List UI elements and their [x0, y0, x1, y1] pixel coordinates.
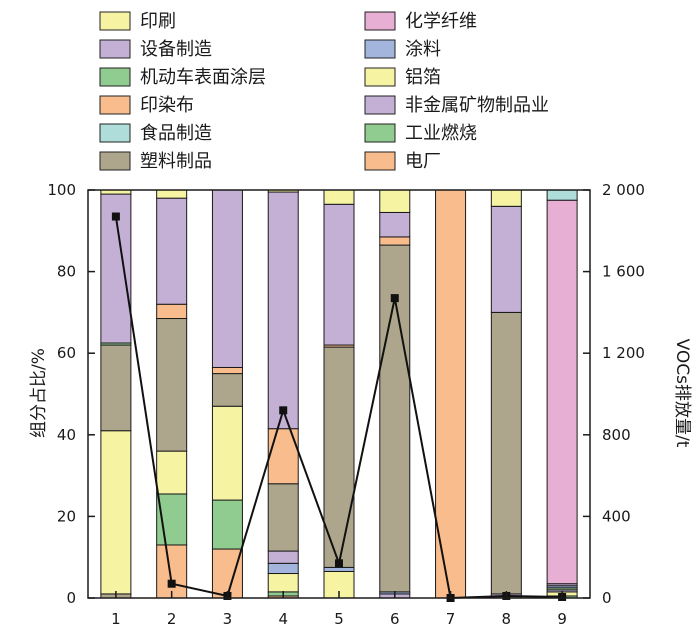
- legend-swatch: [99, 39, 131, 59]
- legend-label: 食品制造: [140, 123, 212, 144]
- legend-label: 设备制造: [140, 39, 212, 60]
- bar-segment: [323, 566, 355, 572]
- bar-segment: [156, 189, 188, 199]
- x-tick-label: 6: [390, 610, 400, 628]
- bars: [100, 189, 578, 599]
- x-tick-label: 5: [334, 610, 344, 628]
- y-tick-label: 60: [57, 344, 76, 362]
- bar-segment: [546, 189, 578, 201]
- legend-label: 非金属矿物制品业: [405, 95, 549, 116]
- bar-segment: [267, 550, 299, 564]
- y2-tick-label: 2 000: [602, 181, 645, 199]
- legend-swatch: [364, 39, 396, 59]
- legend-swatch: [364, 11, 396, 31]
- bar-segment: [156, 303, 188, 320]
- bar-segment: [490, 205, 522, 313]
- legend-label: 机动车表面涂层: [140, 67, 266, 88]
- bar-segment: [323, 346, 355, 568]
- bar-segment: [211, 405, 243, 501]
- x-tick-label: 2: [167, 610, 177, 628]
- legend-label: 印染布: [140, 95, 194, 116]
- bar-segment: [211, 548, 243, 599]
- bar-segment: [379, 211, 411, 238]
- y2-tick-label: 400: [602, 507, 631, 525]
- y-tick-label: 0: [66, 589, 76, 607]
- legend-label: 涂料: [405, 39, 441, 60]
- x-tick-label: 8: [502, 610, 512, 628]
- legend-label: 塑料制品: [140, 151, 212, 172]
- x-tick-label: 1: [111, 610, 121, 628]
- bar-segment: [156, 450, 188, 495]
- bar-segment: [323, 203, 355, 346]
- legend-label: 电厂: [405, 151, 441, 172]
- bar-segment: [100, 344, 132, 432]
- line-marker: [279, 406, 288, 415]
- bar-segment: [211, 366, 243, 375]
- bar-segment: [267, 573, 299, 593]
- y2-tick-label: 800: [602, 426, 631, 444]
- x-tick-label: 3: [223, 610, 233, 628]
- y2-tick-label: 1 600: [602, 263, 645, 281]
- bar-segment: [267, 483, 299, 552]
- x-tick-label: 7: [446, 610, 456, 628]
- legend-swatch: [364, 95, 396, 115]
- y-tick-label: 40: [57, 426, 76, 444]
- bar-segment: [267, 562, 299, 575]
- line-marker: [167, 579, 176, 588]
- line-marker: [111, 212, 120, 221]
- bar-segment: [156, 544, 188, 599]
- axes: 0 20 40 60 80 100 0 400 800 1 200 1 600 2 000 1 2 3 4 5 6…: [47, 181, 645, 628]
- line-marker: [335, 559, 343, 568]
- legend-label: 化学纤维: [405, 11, 477, 32]
- legend-swatch: [99, 11, 131, 31]
- bar-segment: [546, 199, 578, 585]
- legend-swatch: [364, 123, 396, 143]
- bar-segment: [156, 318, 188, 452]
- x-tick-label: 4: [278, 610, 288, 628]
- legend-label: 工业燃烧: [405, 123, 477, 144]
- legend-swatch: [364, 67, 396, 87]
- y-tick-label: 100: [47, 181, 76, 199]
- bar-segment: [379, 236, 411, 246]
- bar-segment: [267, 191, 299, 430]
- legend-swatch: [364, 151, 396, 171]
- x-tick-label: 9: [557, 610, 567, 628]
- y2-tick-label: 1 200: [602, 344, 645, 362]
- bar-segment: [211, 189, 243, 368]
- legend-swatch: [99, 151, 131, 171]
- legend-swatch: [99, 95, 131, 115]
- bar-segment: [490, 189, 522, 207]
- bar-segment: [323, 189, 355, 205]
- y-axis-title: 组分占比/%: [29, 348, 49, 438]
- bar-segment: [211, 373, 243, 407]
- y-tick-label: 20: [57, 507, 76, 525]
- bar-segment: [100, 430, 132, 595]
- y2-tick-label: 0: [602, 589, 612, 607]
- line-marker: [390, 294, 399, 303]
- legend-label: 印刷: [140, 11, 176, 32]
- y-tick-label: 80: [57, 263, 76, 281]
- bar-segment: [156, 197, 188, 305]
- bar-segment: [379, 189, 411, 213]
- bar-segment: [490, 311, 522, 595]
- y2-axis-title: VOCs排放量/t: [672, 339, 692, 448]
- legend-swatch: [99, 67, 131, 87]
- legend-swatch: [99, 123, 131, 143]
- bar-segment: [211, 499, 243, 550]
- legend-label: 铝箔: [405, 67, 441, 88]
